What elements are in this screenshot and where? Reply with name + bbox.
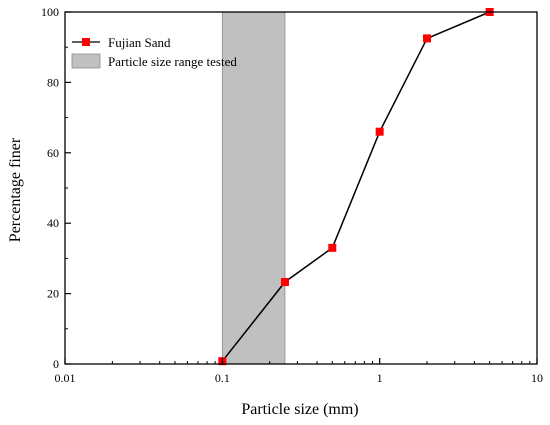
- y-tick-label: 60: [47, 146, 59, 160]
- y-tick-label: 0: [53, 357, 59, 371]
- x-tick-label: 0.01: [55, 371, 76, 385]
- data-point: [423, 34, 432, 43]
- x-tick-label: 10: [531, 371, 543, 385]
- y-tick-label: 100: [41, 5, 59, 19]
- legend-series-label: Fujian Sand: [108, 35, 171, 50]
- shaded-range-band: [221, 11, 286, 365]
- x-axis-title: Particle size (mm): [241, 401, 358, 418]
- y-tick-label: 40: [47, 216, 59, 230]
- legend-series-marker: [82, 38, 90, 46]
- data-point: [328, 243, 337, 252]
- legend-range-label: Particle size range tested: [108, 54, 237, 69]
- x-tick-label: 1: [377, 371, 383, 385]
- data-point: [375, 127, 384, 136]
- y-tick-label: 20: [47, 287, 59, 301]
- legend-range-swatch: [71, 53, 101, 69]
- series-line: [221, 11, 490, 362]
- legend: Fujian Sand Particle size range tested: [71, 35, 237, 69]
- data-point: [280, 277, 289, 286]
- y-axis-title: Percentage finer: [7, 137, 24, 242]
- y-tick-label: 80: [47, 75, 59, 89]
- x-tick-label: 0.1: [215, 371, 230, 385]
